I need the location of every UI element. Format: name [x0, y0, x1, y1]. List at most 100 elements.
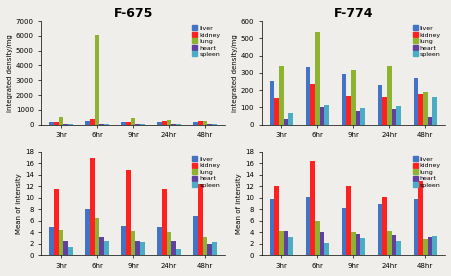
Bar — [314, 32, 319, 125]
Bar — [283, 120, 288, 125]
Bar — [193, 216, 198, 255]
Bar — [49, 227, 54, 255]
Bar — [269, 199, 274, 255]
Bar — [171, 241, 175, 255]
Bar — [274, 98, 278, 125]
Bar — [161, 189, 166, 255]
Bar — [413, 78, 417, 125]
Y-axis label: integrated density/mg: integrated density/mg — [231, 34, 237, 112]
Bar — [382, 197, 386, 255]
Bar — [104, 124, 109, 125]
Legend: liver, kidney, lung, heart, spleen: liver, kidney, lung, heart, spleen — [191, 155, 221, 189]
Bar — [193, 122, 198, 125]
Bar — [288, 237, 292, 255]
Bar — [59, 230, 63, 255]
Bar — [54, 189, 59, 255]
Bar — [135, 241, 140, 255]
Bar — [377, 85, 382, 125]
Bar — [99, 237, 104, 255]
Bar — [207, 244, 212, 255]
Bar — [355, 111, 359, 125]
Bar — [305, 197, 310, 255]
Bar — [121, 123, 126, 125]
Bar — [63, 124, 68, 125]
Legend: liver, kidney, lung, heart, spleen: liver, kidney, lung, heart, spleen — [410, 155, 441, 189]
Legend: liver, kidney, lung, heart, spleen: liver, kidney, lung, heart, spleen — [191, 24, 221, 58]
Bar — [157, 122, 161, 125]
Y-axis label: Mean of intensity: Mean of intensity — [236, 173, 242, 234]
Bar — [161, 121, 166, 125]
Bar — [386, 66, 391, 125]
Bar — [417, 94, 422, 125]
Bar — [422, 239, 427, 255]
Bar — [49, 122, 54, 125]
Bar — [310, 84, 314, 125]
Bar — [63, 241, 68, 255]
Bar — [126, 121, 130, 125]
Bar — [324, 105, 328, 125]
Bar — [283, 231, 288, 255]
Bar — [391, 109, 396, 125]
Bar — [391, 235, 396, 255]
Bar — [59, 117, 63, 125]
Bar — [85, 121, 90, 125]
Bar — [207, 124, 212, 125]
Bar — [126, 170, 130, 255]
Bar — [135, 124, 140, 125]
Bar — [324, 243, 328, 255]
Bar — [95, 218, 99, 255]
Bar — [427, 117, 431, 125]
Bar — [341, 74, 345, 125]
Bar — [130, 231, 135, 255]
Bar — [166, 121, 171, 125]
Bar — [422, 92, 427, 125]
Bar — [431, 97, 436, 125]
Bar — [130, 118, 135, 125]
Bar — [345, 186, 350, 255]
Bar — [198, 121, 202, 125]
Bar — [104, 241, 109, 255]
Bar — [345, 96, 350, 125]
Bar — [175, 248, 180, 255]
Bar — [166, 232, 171, 255]
Bar — [314, 221, 319, 255]
Bar — [310, 161, 314, 255]
Bar — [90, 158, 95, 255]
Bar — [396, 241, 400, 255]
Bar — [341, 208, 345, 255]
Bar — [359, 238, 364, 255]
Bar — [350, 70, 355, 125]
Bar — [212, 242, 216, 255]
Bar — [274, 186, 278, 255]
Bar — [396, 106, 400, 125]
Bar — [99, 124, 104, 125]
Bar — [305, 67, 310, 125]
Bar — [417, 181, 422, 255]
Bar — [202, 237, 207, 255]
Y-axis label: integrated density/mg: integrated density/mg — [7, 34, 13, 112]
Bar — [288, 113, 292, 125]
Bar — [121, 225, 126, 255]
Bar — [85, 209, 90, 255]
Bar — [431, 237, 436, 255]
Bar — [278, 231, 283, 255]
Bar — [54, 121, 59, 125]
Legend: liver, kidney, lung, heart, spleen: liver, kidney, lung, heart, spleen — [410, 24, 441, 58]
Bar — [413, 199, 417, 255]
Y-axis label: Mean of intensity: Mean of intensity — [16, 173, 22, 234]
Bar — [278, 66, 283, 125]
Bar — [95, 35, 99, 125]
Bar — [90, 120, 95, 125]
Bar — [269, 81, 274, 125]
Bar — [175, 124, 180, 125]
Bar — [140, 242, 144, 255]
Bar — [319, 232, 324, 255]
Title: F-675: F-675 — [113, 7, 152, 20]
Bar — [68, 247, 73, 255]
Bar — [350, 232, 355, 255]
Bar — [377, 204, 382, 255]
Bar — [427, 237, 431, 255]
Bar — [382, 97, 386, 125]
Title: F-774: F-774 — [333, 7, 372, 20]
Bar — [386, 231, 391, 255]
